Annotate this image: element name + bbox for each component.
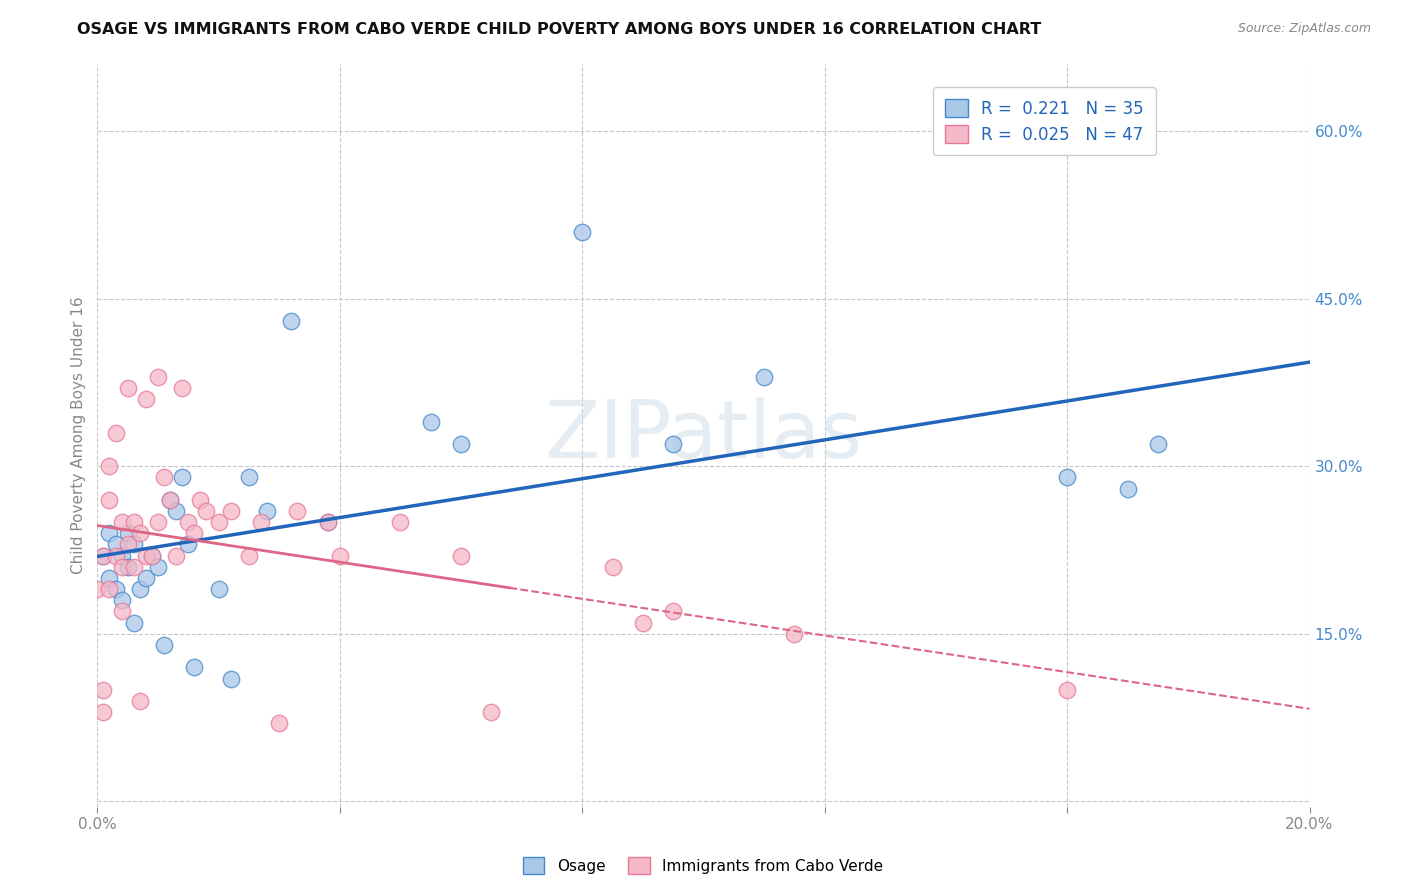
Point: [135, 549, 157, 563]
Point: [86, 582, 108, 596]
Point: [602, 559, 624, 574]
Point: [117, 537, 139, 551]
Point: [280, 314, 302, 328]
Point: [117, 559, 139, 574]
Point: [104, 425, 127, 440]
Point: [110, 593, 132, 607]
Point: [238, 549, 260, 563]
Point: [141, 549, 163, 563]
Point: [783, 627, 806, 641]
Point: [93, 549, 115, 563]
Point: [122, 615, 145, 630]
Point: [752, 369, 775, 384]
Point: [1056, 682, 1078, 697]
Text: Source: ZipAtlas.com: Source: ZipAtlas.com: [1237, 22, 1371, 36]
Point: [128, 694, 150, 708]
Point: [135, 392, 157, 407]
Point: [238, 470, 260, 484]
Point: [153, 470, 176, 484]
Point: [250, 515, 273, 529]
Point: [662, 437, 685, 451]
Legend: Osage, Immigrants from Cabo Verde: Osage, Immigrants from Cabo Verde: [517, 851, 889, 880]
Point: [631, 615, 654, 630]
Point: [110, 549, 132, 563]
Point: [183, 526, 205, 541]
Point: [316, 515, 339, 529]
Point: [93, 705, 115, 719]
Point: [146, 515, 169, 529]
Point: [183, 660, 205, 674]
Point: [141, 549, 163, 563]
Point: [316, 515, 339, 529]
Point: [159, 492, 181, 507]
Point: [110, 605, 132, 619]
Point: [153, 638, 176, 652]
Point: [122, 559, 145, 574]
Point: [450, 437, 472, 451]
Point: [146, 369, 169, 384]
Text: ZIPatlas: ZIPatlas: [544, 397, 862, 475]
Point: [1056, 470, 1078, 484]
Point: [159, 492, 181, 507]
Point: [128, 582, 150, 596]
Point: [479, 705, 502, 719]
Point: [256, 504, 278, 518]
Point: [172, 470, 194, 484]
Point: [98, 459, 121, 474]
Point: [662, 605, 685, 619]
Point: [104, 582, 127, 596]
Point: [104, 537, 127, 551]
Point: [93, 549, 115, 563]
Point: [172, 381, 194, 395]
Point: [419, 415, 441, 429]
Point: [195, 504, 218, 518]
Point: [177, 537, 200, 551]
Point: [110, 559, 132, 574]
Point: [117, 526, 139, 541]
Text: OSAGE VS IMMIGRANTS FROM CABO VERDE CHILD POVERTY AMONG BOYS UNDER 16 CORRELATIO: OSAGE VS IMMIGRANTS FROM CABO VERDE CHIL…: [77, 22, 1042, 37]
Point: [219, 504, 242, 518]
Point: [110, 515, 132, 529]
Point: [98, 582, 121, 596]
Point: [104, 549, 127, 563]
Point: [269, 716, 291, 731]
Point: [389, 515, 412, 529]
Point: [98, 526, 121, 541]
Point: [93, 682, 115, 697]
Point: [1116, 482, 1139, 496]
Point: [135, 571, 157, 585]
Point: [122, 537, 145, 551]
Point: [146, 559, 169, 574]
Point: [450, 549, 472, 563]
Point: [117, 381, 139, 395]
Point: [285, 504, 308, 518]
Legend: R =  0.221   N = 35, R =  0.025   N = 47: R = 0.221 N = 35, R = 0.025 N = 47: [934, 87, 1156, 155]
Point: [207, 515, 229, 529]
Point: [177, 515, 200, 529]
Point: [122, 515, 145, 529]
Point: [98, 492, 121, 507]
Point: [571, 225, 593, 239]
Point: [165, 549, 187, 563]
Point: [190, 492, 212, 507]
Point: [165, 504, 187, 518]
Point: [329, 549, 352, 563]
Y-axis label: Child Poverty Among Boys Under 16: Child Poverty Among Boys Under 16: [72, 297, 86, 574]
Point: [219, 672, 242, 686]
Point: [207, 582, 229, 596]
Point: [98, 571, 121, 585]
Point: [1147, 437, 1170, 451]
Point: [128, 526, 150, 541]
